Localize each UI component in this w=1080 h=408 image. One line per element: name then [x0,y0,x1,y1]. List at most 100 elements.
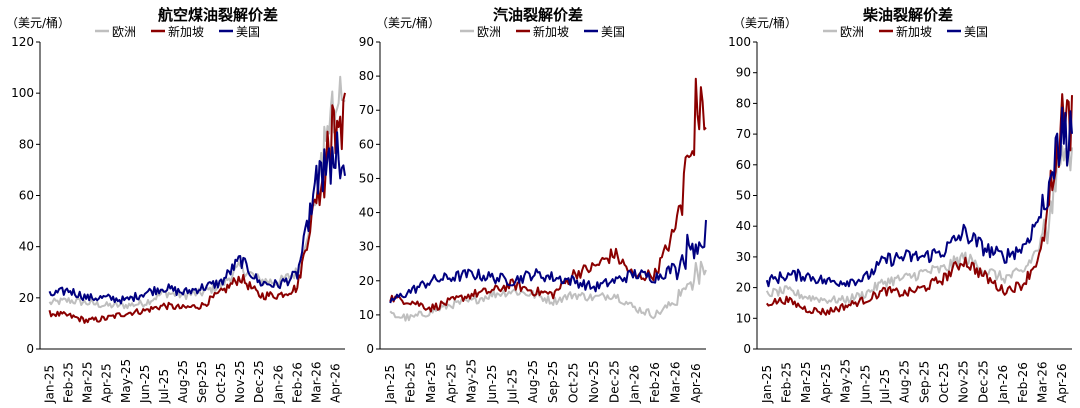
x-tick-label: Jan-26 [628,365,642,404]
y-tick-label: 100 [728,35,751,49]
x-tick-label: Apr-26 [1055,363,1069,403]
y-unit-label-3: （美元/桶） [733,15,797,30]
y-tick-label: 0 [743,342,751,356]
x-tick-label: Jan-26 [996,365,1010,404]
chart-title-3: 柴油裂解价差 [862,6,953,24]
series-line-新加坡 [766,93,1073,316]
x-tick-label: Jul-25 [505,369,519,404]
x-tick-label: Apr-26 [689,363,703,403]
y-tick-label: 80 [359,69,374,83]
x-tick-label: Sep-25 [195,361,209,403]
x-tick-label: Feb-25 [404,362,418,403]
series-line-欧洲 [389,260,707,322]
x-tick-label: Oct-25 [214,363,228,403]
x-tick-label: Aug-25 [898,360,912,403]
y-tick-label: 20 [19,291,34,305]
x-tick-label: Dec-25 [976,360,990,403]
x-tick-label: Jan-25 [383,365,397,404]
y-tick-label: 120 [11,35,34,49]
y-tick-label: 0 [26,342,34,356]
y-tick-label: 20 [359,274,374,288]
x-tick-label: Feb-26 [1016,362,1030,403]
series-line-新加坡 [48,92,346,324]
y-tick-label: 60 [19,189,34,203]
x-tick-label: Feb-25 [780,362,794,403]
y-tick-label: 40 [359,206,374,220]
x-tick-label: Feb-25 [62,362,76,403]
y-tick-label: 60 [359,137,374,151]
x-tick-label: Aug-25 [526,360,540,403]
y-tick-label: 50 [736,189,751,203]
x-tick-label: Apr-25 [100,363,114,403]
x-tick-label: Jan-25 [760,365,774,404]
series-line-新加坡 [389,77,707,313]
x-tick-label: Aug-25 [176,360,190,403]
y-tick-label: 60 [736,158,751,172]
chart-title-2: 汽油裂解价差 [493,6,583,24]
legend-label-新加坡: 新加坡 [896,24,932,39]
legend-label-欧洲: 欧洲 [112,25,136,39]
legend-label-欧洲: 欧洲 [840,25,864,39]
legend-label-新加坡: 新加坡 [533,24,569,39]
x-tick-label: Sep-25 [546,361,560,403]
y-tick-label: 100 [11,86,34,100]
y-tick-label: 10 [736,311,751,325]
y-unit-label-1: （美元/桶） [6,15,70,30]
x-tick-label: Jan-26 [271,365,285,404]
y-tick-label: 80 [19,137,34,151]
y-tick-label: 0 [366,342,374,356]
y-tick-label: 20 [736,281,751,295]
x-tick-label: Jul-25 [157,369,171,404]
x-tick-label: Mar-25 [81,362,95,403]
y-tick-label: 40 [19,240,34,254]
legend-label-美国: 美国 [236,25,260,39]
y-tick-label: 40 [736,219,751,233]
x-tick-label: Jun-25 [485,365,499,404]
x-tick-label: Nov-25 [587,360,601,403]
x-tick-label: Apr-25 [444,363,458,403]
x-tick-label: Apr-25 [819,363,833,403]
x-tick-label: Jul-25 [878,369,892,404]
y-unit-label-2: （美元/桶） [376,15,440,30]
y-tick-label: 30 [359,240,374,254]
x-tick-label: Mar-26 [309,362,323,403]
y-tick-label: 90 [736,66,751,80]
y-tick-label: 50 [359,171,374,185]
y-tick-label: 10 [359,308,374,322]
x-tick-label: Nov-25 [233,360,247,403]
x-tick-label: Oct-25 [567,363,581,403]
x-tick-label: Mar-25 [424,362,438,403]
x-tick-label: May-25 [839,359,853,403]
y-tick-label: 80 [736,96,751,110]
legend-label-欧洲: 欧洲 [477,25,501,39]
x-tick-label: Jun-25 [138,365,152,404]
x-tick-label: Mar-25 [799,362,813,403]
chart-title-1: 航空煤油裂解价差 [158,6,278,24]
x-tick-label: May-25 [119,359,133,403]
series-line-美国 [389,219,707,304]
y-tick-label: 90 [359,35,374,49]
x-tick-label: Feb-26 [290,362,304,403]
y-tick-label: 30 [736,250,751,264]
x-tick-label: Sep-25 [917,361,931,403]
x-tick-label: Feb-26 [648,362,662,403]
y-tick-label: 70 [359,103,374,117]
y-tick-label: 70 [736,127,751,141]
x-tick-label: May-25 [465,359,479,403]
legend-label-新加坡: 新加坡 [168,24,204,39]
series-line-美国 [48,131,346,305]
x-tick-label: Dec-25 [607,360,621,403]
x-tick-label: Dec-25 [252,360,266,403]
x-tick-label: Apr-26 [328,363,342,403]
legend-label-美国: 美国 [964,25,988,39]
legend-label-美国: 美国 [601,25,625,39]
x-tick-label: Mar-26 [1035,362,1049,403]
x-tick-label: Jan-25 [43,365,57,404]
series-line-欧洲 [765,145,1073,304]
x-tick-label: Mar-26 [668,362,682,403]
x-tick-label: Jun-25 [858,365,872,404]
x-tick-label: Oct-25 [937,363,951,403]
x-tick-label: Nov-25 [957,360,971,403]
